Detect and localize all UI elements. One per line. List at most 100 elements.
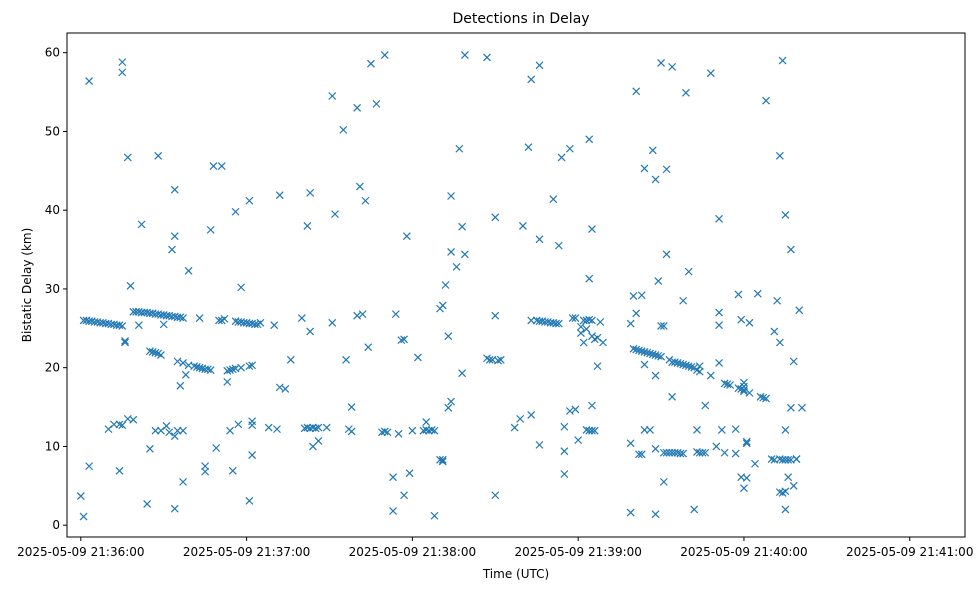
data-point xyxy=(129,307,138,316)
data-point xyxy=(137,220,146,229)
data-point xyxy=(184,266,193,275)
data-point xyxy=(593,362,602,371)
chart-title: Detections in Delay xyxy=(452,11,589,27)
data-point xyxy=(585,135,594,144)
data-point xyxy=(787,403,795,412)
data-point xyxy=(248,451,257,460)
data-point xyxy=(400,491,409,500)
data-point xyxy=(781,455,790,464)
data-point xyxy=(110,420,118,429)
data-point xyxy=(444,332,453,341)
data-point xyxy=(706,69,715,78)
data-point xyxy=(85,77,94,85)
data-point xyxy=(380,51,389,59)
x-tick-label: 2025-05-09 21:40:00 xyxy=(680,545,807,559)
data-point xyxy=(256,318,265,327)
data-point xyxy=(731,425,740,434)
data-point xyxy=(286,355,295,364)
data-point xyxy=(85,462,94,471)
data-point xyxy=(527,316,536,325)
data-point xyxy=(311,424,320,433)
data-point xyxy=(458,369,467,378)
data-point xyxy=(651,175,660,184)
data-point xyxy=(781,210,790,219)
data-point xyxy=(751,459,759,468)
data-point xyxy=(460,51,469,59)
data-point xyxy=(554,319,563,328)
data-point xyxy=(408,426,417,435)
data-point xyxy=(118,68,127,77)
data-point xyxy=(651,351,660,360)
data-point xyxy=(491,311,500,320)
data-point xyxy=(637,291,646,300)
data-point xyxy=(389,473,397,482)
data-point xyxy=(510,423,519,432)
data-point xyxy=(145,444,154,453)
data-point xyxy=(762,96,770,105)
data-point xyxy=(684,362,693,371)
data-point xyxy=(217,162,226,171)
data-point xyxy=(626,319,635,328)
data-point xyxy=(145,347,154,356)
data-point xyxy=(668,62,677,71)
data-point xyxy=(740,385,748,394)
data-point xyxy=(715,359,724,367)
data-point xyxy=(632,309,641,318)
data-point xyxy=(784,473,793,482)
data-point xyxy=(438,457,447,466)
data-point xyxy=(798,403,806,412)
data-point xyxy=(770,327,779,336)
data-point xyxy=(720,379,729,388)
data-point xyxy=(637,347,646,356)
data-point xyxy=(778,56,787,65)
data-point xyxy=(223,366,232,375)
data-point xyxy=(165,428,174,437)
data-point xyxy=(629,292,638,300)
data-point xyxy=(684,267,693,276)
data-point xyxy=(245,496,254,505)
data-point xyxy=(237,363,245,372)
data-point xyxy=(582,316,591,325)
data-point xyxy=(342,355,350,364)
data-point xyxy=(494,356,502,365)
data-point xyxy=(577,329,585,337)
data-point xyxy=(485,355,494,364)
data-point xyxy=(588,426,596,435)
data-point xyxy=(228,466,237,475)
data-point xyxy=(455,144,464,153)
data-point xyxy=(248,417,257,426)
data-point xyxy=(353,311,362,320)
data-point xyxy=(693,425,701,434)
data-point xyxy=(425,426,433,435)
data-point xyxy=(447,192,455,200)
data-point xyxy=(306,424,315,433)
data-point xyxy=(361,196,370,205)
data-point xyxy=(223,377,232,386)
data-point xyxy=(173,426,182,435)
data-point xyxy=(676,449,685,458)
data-point xyxy=(715,321,724,330)
data-point xyxy=(742,474,751,482)
data-point xyxy=(648,350,657,359)
data-point xyxy=(179,314,187,322)
data-point xyxy=(740,484,748,493)
data-point xyxy=(775,151,784,160)
x-tick-label: 2025-05-09 21:36:00 xyxy=(17,545,144,559)
data-point xyxy=(687,362,696,371)
data-point xyxy=(590,426,599,435)
data-point xyxy=(308,423,317,432)
data-point xyxy=(162,422,171,430)
data-point xyxy=(535,61,544,70)
data-point xyxy=(742,437,751,446)
data-point xyxy=(695,362,704,371)
data-point xyxy=(137,308,146,317)
plot-area xyxy=(76,51,806,521)
data-point xyxy=(571,314,580,322)
data-point xyxy=(427,425,436,434)
data-point xyxy=(745,388,754,397)
data-point xyxy=(441,281,450,289)
data-point xyxy=(762,394,770,403)
data-point xyxy=(123,153,132,162)
data-point xyxy=(173,357,182,366)
